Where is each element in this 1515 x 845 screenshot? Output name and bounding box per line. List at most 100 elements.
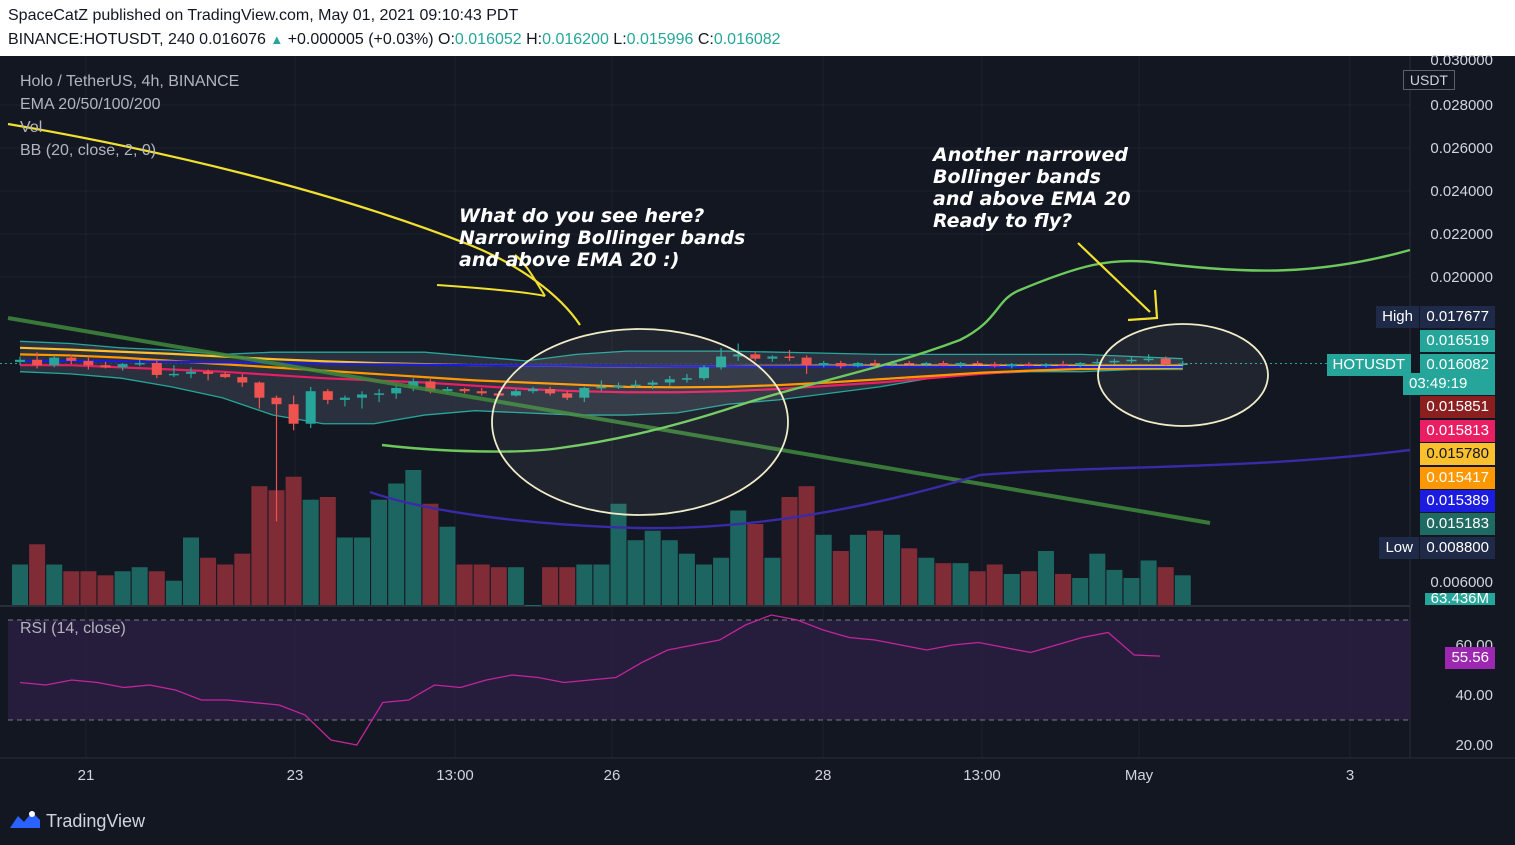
volume-tag: 63.436M <box>1424 593 1495 605</box>
candle-body <box>1058 364 1069 366</box>
low-value: 0.015996 <box>626 31 694 48</box>
price-tick: 0.026000 <box>1430 140 1493 157</box>
volume-bar <box>490 567 507 605</box>
candle-body <box>801 357 812 366</box>
volume-bar <box>131 567 148 605</box>
candle-body <box>579 387 590 398</box>
candle-body <box>237 377 248 383</box>
close-label: C: <box>697 31 714 48</box>
candle-body <box>32 359 43 366</box>
volume-bar <box>969 571 986 605</box>
volume-bar <box>371 499 388 605</box>
symbol-tag-label: HOTUSDT <box>1326 354 1411 376</box>
volume-bar <box>986 564 1003 605</box>
candle-body <box>681 378 692 380</box>
volume-bar <box>46 564 63 605</box>
candle-body <box>921 363 932 365</box>
candle-body <box>186 371 196 374</box>
candle-body <box>374 393 385 395</box>
publish-line: SpaceCatZ published on TradingView.com, … <box>8 7 519 24</box>
annotation-note-1[interactable]: What do you see here? Narrowing Bollinge… <box>459 205 746 271</box>
volume-bar <box>525 605 541 606</box>
ema200-tag: 0.015389 <box>1420 490 1495 512</box>
volume-bar <box>1055 573 1072 605</box>
volume-bar <box>319 497 336 605</box>
volume-bar <box>730 510 747 605</box>
rsi-legend[interactable]: RSI (14, close) <box>20 620 126 637</box>
time-tick: 13:00 <box>963 767 1001 784</box>
volume-bar <box>200 557 217 605</box>
candle-body <box>750 354 761 359</box>
volume-bar <box>217 564 234 605</box>
volume-bar <box>781 497 798 605</box>
last-price: 0.016076 <box>199 31 266 48</box>
volume-bar <box>29 544 46 605</box>
candle-body <box>476 391 487 394</box>
high-tag-value: 0.017677 <box>1420 306 1495 328</box>
candle-body <box>220 373 231 378</box>
low-label: L: <box>613 31 627 48</box>
candle-body <box>408 381 419 388</box>
currency-label[interactable]: USDT <box>1402 70 1455 90</box>
candle-body <box>1006 364 1017 367</box>
candle-body <box>955 363 966 366</box>
candle-body <box>1041 364 1051 366</box>
volume-bar <box>918 557 935 605</box>
brand-name[interactable]: TradingView <box>46 811 146 831</box>
candle-body <box>647 382 658 385</box>
tradingview-logo-icon[interactable] <box>8 808 42 830</box>
volume-bar <box>234 553 251 605</box>
candle-body <box>1160 358 1171 365</box>
candle-body <box>664 379 675 383</box>
candle-body <box>134 363 145 365</box>
ema-legend[interactable]: EMA 20/50/100/200 <box>20 96 161 113</box>
volume-bar <box>63 571 80 605</box>
low-tag-label: Low <box>1379 537 1419 559</box>
vol-legend[interactable]: Vol <box>20 119 43 136</box>
price-change: +0.000005 (+0.03%) <box>287 31 434 48</box>
candle-body <box>168 373 179 376</box>
highlight-ellipse <box>1097 323 1269 427</box>
volume-bar <box>97 575 114 605</box>
volume-bar <box>644 530 661 605</box>
yellow-trendline <box>7 122 581 326</box>
volume-bar <box>764 557 781 605</box>
candle-body <box>339 397 350 400</box>
volume-bar <box>302 499 319 605</box>
candle-body <box>151 363 162 375</box>
green-ma-line <box>381 248 1411 453</box>
volume-bar <box>165 580 182 605</box>
volume-bar <box>473 564 490 605</box>
symbol-label: BINANCE:HOTUSDT, 240 <box>8 31 195 48</box>
volume-bar <box>1020 571 1037 605</box>
ohlc-line: BINANCE:HOTUSDT, 240 0.016076 ▲ +0.00000… <box>8 31 781 49</box>
candle-body <box>117 364 128 368</box>
price-tick: 0.006000 <box>1430 574 1493 591</box>
volume-bar <box>542 567 559 605</box>
volume-bar <box>1072 578 1089 605</box>
bb-legend[interactable]: BB (20, close, 2, 0) <box>20 142 157 159</box>
volume-bar <box>251 486 268 605</box>
price-tick: 0.030000 <box>1430 52 1493 69</box>
candle-body <box>459 389 470 392</box>
candle-body <box>545 389 556 394</box>
volume-bar <box>148 571 165 605</box>
candle-body <box>83 360 94 366</box>
volume-bar <box>336 537 353 605</box>
annotation-note-2[interactable]: Another narrowed Bollinger bands and abo… <box>933 144 1131 232</box>
candle-body <box>596 386 607 389</box>
annotation-arrowhead <box>1127 289 1159 322</box>
candle-body <box>1092 361 1103 364</box>
highlight-ellipse <box>491 328 789 516</box>
candle-body <box>887 363 898 365</box>
volume-bar <box>1003 573 1020 605</box>
volume-bar <box>439 526 456 605</box>
price-chart[interactable] <box>0 56 1515 796</box>
pair-legend[interactable]: Holo / TetherUS, 4h, BINANCE <box>20 73 240 90</box>
rsi-line <box>19 614 1161 746</box>
volume-bar <box>593 564 610 605</box>
ema100-tag: 0.015780 <box>1420 443 1495 465</box>
rsi-tick: 20.00 <box>1455 737 1493 754</box>
high-value: 0.016200 <box>542 31 609 48</box>
volume-bar <box>80 571 97 605</box>
